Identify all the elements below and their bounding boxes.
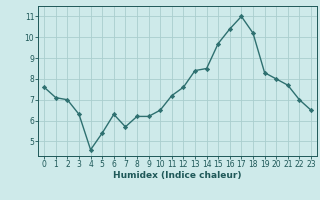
X-axis label: Humidex (Indice chaleur): Humidex (Indice chaleur) (113, 171, 242, 180)
